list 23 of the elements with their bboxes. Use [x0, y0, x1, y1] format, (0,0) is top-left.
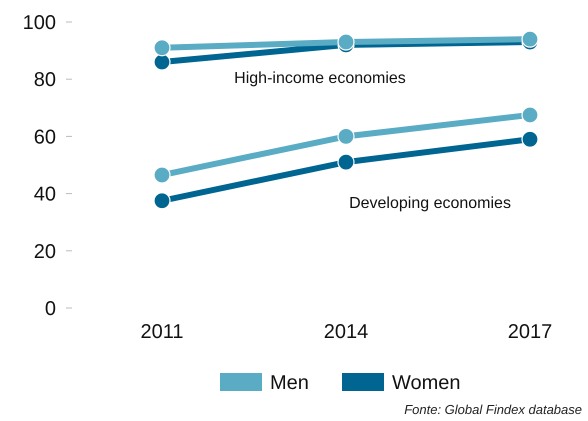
x-tick-label: 2011	[140, 321, 184, 343]
x-tick-label: 2014	[324, 321, 368, 343]
source-note: Fonte: Global Findex database	[404, 402, 582, 417]
y-tick-label: 40	[34, 184, 56, 206]
point	[521, 106, 539, 124]
legend-label: Men	[270, 372, 309, 394]
point	[337, 33, 355, 51]
point	[153, 166, 171, 184]
annotation: High-income economies	[234, 70, 406, 87]
y-tick-label: 100	[22, 12, 56, 34]
y-tick-label: 80	[34, 69, 56, 92]
point	[337, 128, 355, 145]
point	[521, 130, 539, 148]
point	[337, 154, 355, 171]
y-tick-label: 20	[34, 240, 56, 263]
y-tick-label: 60	[34, 126, 56, 148]
y-tick-label: 0	[44, 298, 56, 320]
annotation: Developing economies	[349, 195, 511, 212]
legend-label: Women	[392, 372, 461, 394]
x-tick-label: 2017	[508, 321, 552, 343]
point	[521, 30, 539, 48]
point	[153, 192, 171, 210]
point	[153, 39, 171, 56]
